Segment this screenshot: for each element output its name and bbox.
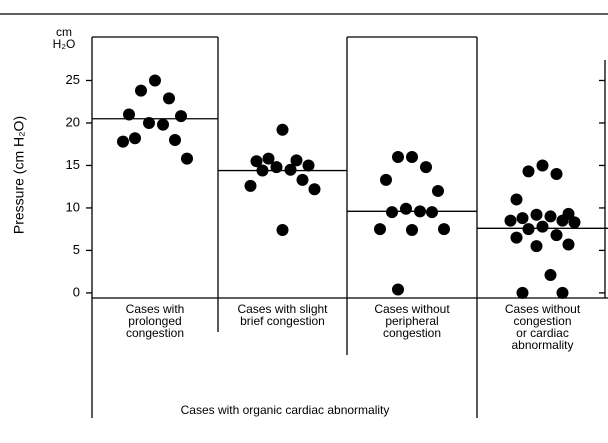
dot [556,214,569,227]
x-tick-label: congestion [383,326,441,340]
dot [302,159,315,172]
dot [544,210,557,223]
dot [157,118,169,131]
dot [250,155,263,168]
x-tick-label: Cases without [374,302,450,316]
y-tick-label: 15 [66,157,80,172]
x-tick-label: Cases with slight [237,302,328,316]
dot [516,286,529,299]
dot [406,150,418,163]
dot [308,183,321,196]
dot [414,205,426,218]
x-tick-label: congestion [126,326,184,340]
dot [522,223,535,236]
dot [438,223,450,236]
dot [536,159,549,172]
y-tick-label: 25 [66,72,80,87]
dot [175,110,187,123]
dot [406,224,418,237]
dot [276,224,289,237]
y-tick-label: 10 [66,199,80,214]
group-label: Cases with organic cardiac abnormality [181,403,390,417]
dot [426,206,438,219]
dot [262,152,275,165]
dot [510,231,523,244]
dot [149,74,161,87]
dot [117,135,129,148]
dot [276,123,289,136]
x-tick-label: Cases with [126,302,185,316]
dot [290,154,303,167]
dot [516,212,529,225]
y-unit: H₂O [53,37,76,51]
y-unit: cm [56,25,72,39]
x-tick-label: Cases without [505,302,581,316]
dot [504,214,517,227]
dot [244,179,257,192]
x-tick-label: or cardiac [516,326,569,340]
x-tick-label: abnormality [511,338,573,352]
dot [544,269,557,282]
dot [556,286,569,299]
dot [562,238,575,251]
dot [123,108,135,121]
dot [284,163,297,176]
dot [550,167,563,180]
y-tick-label: 5 [73,242,80,257]
dot [270,161,283,174]
dot [536,220,549,233]
dot [380,173,392,186]
dot [135,84,147,97]
dot [510,193,523,206]
dot [568,216,581,229]
x-tick-label: peripheral [385,314,438,328]
dot [163,92,175,105]
dot [296,173,309,186]
y-tick-label: 20 [66,114,80,129]
dot [522,165,535,178]
dot [169,133,181,146]
dot [392,283,404,296]
dot [386,206,398,219]
dot [256,164,269,177]
dot [530,208,543,221]
dot [392,150,404,163]
x-tick-label: prolonged [128,314,181,328]
dot [400,202,412,215]
x-tick-label: brief congestion [240,314,325,328]
x-tick-label: congestion [513,314,571,328]
y-axis-label: Pressure (cm H₂O) [11,116,27,234]
dot [374,223,386,236]
dot [432,184,444,197]
dot [181,152,193,165]
y-tick-label: 0 [73,284,80,299]
dot [530,240,543,253]
dot [143,116,155,129]
dot [550,229,563,242]
dot [420,161,432,174]
dot [129,132,141,145]
